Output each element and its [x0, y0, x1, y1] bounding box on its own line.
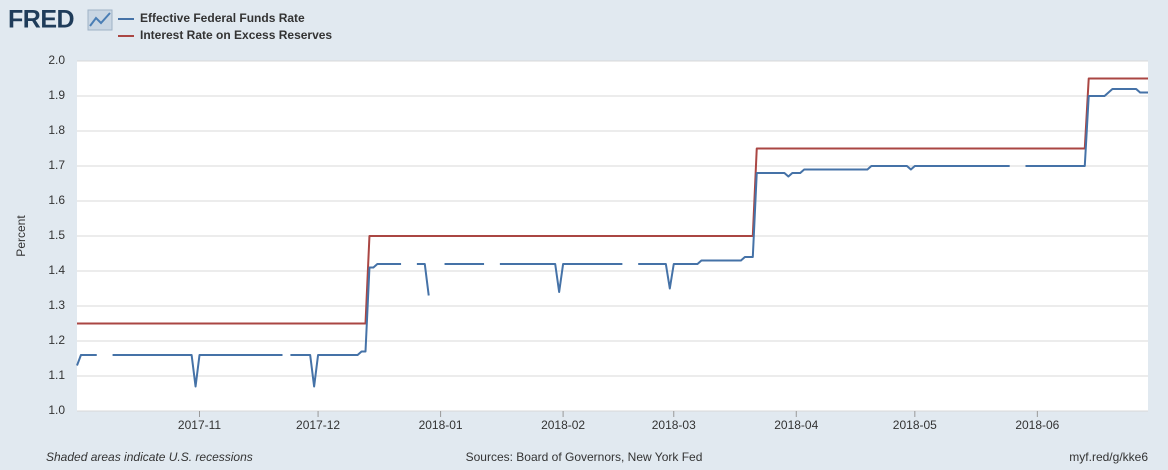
footer-note: Shaded areas indicate U.S. recessions — [46, 450, 253, 464]
logo-icon — [87, 9, 113, 31]
y-tick-label: 1.1 — [48, 368, 65, 382]
y-tick-label: 1.6 — [48, 193, 65, 207]
y-tick-label: 1.7 — [48, 158, 65, 172]
y-tick-label: 2.0 — [48, 53, 65, 67]
footer-link[interactable]: myf.red/g/kke6 — [1069, 450, 1148, 464]
x-tick-label: 2018-02 — [541, 418, 585, 432]
x-tick-label: 2017-12 — [296, 418, 340, 432]
x-tick-label: 2018-04 — [774, 418, 818, 432]
y-tick-label: 1.8 — [48, 123, 65, 137]
y-axis-label: Percent — [14, 215, 28, 257]
x-tick-label: 2018-01 — [419, 418, 463, 432]
x-tick-label: 2017-11 — [178, 418, 221, 432]
y-tick-label: 1.4 — [48, 263, 65, 277]
x-tick-label: 2018-03 — [652, 418, 696, 432]
series-line — [76, 88, 1148, 388]
y-tick-label: 1.9 — [48, 88, 65, 102]
series-line — [77, 77, 1148, 325]
y-tick-label: 1.5 — [48, 228, 65, 242]
y-tick-label: 1.3 — [48, 298, 65, 312]
x-tick-label: 2018-06 — [1015, 418, 1059, 432]
y-tick-label: 1.2 — [48, 333, 65, 347]
x-tick-label: 2018-05 — [893, 418, 937, 432]
logo: FRED — [8, 6, 74, 34]
footer-sources: Sources: Board of Governors, New York Fe… — [466, 450, 703, 464]
y-tick-label: 1.0 — [48, 403, 65, 417]
legend-label: Effective Federal Funds Rate — [140, 11, 305, 25]
legend-label: Interest Rate on Excess Reserves — [140, 28, 332, 42]
